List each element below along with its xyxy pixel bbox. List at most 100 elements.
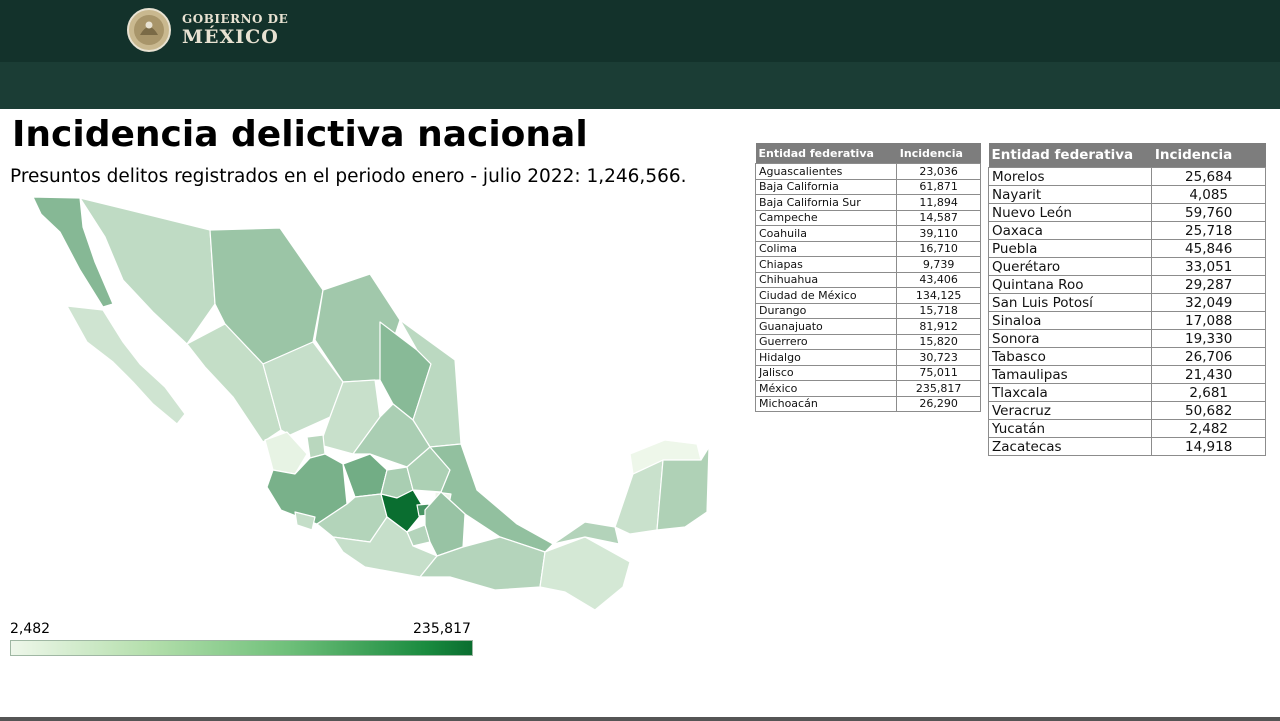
entity-cell: Tabasco bbox=[987, 347, 1153, 366]
entity-cell: Aguascalientes bbox=[754, 163, 898, 180]
entity-cell: Guerrero bbox=[754, 333, 898, 350]
incidence-cell: 29,287 bbox=[1151, 275, 1266, 294]
entity-cell: Morelos bbox=[987, 167, 1153, 186]
table-row: Zacatecas 14,918 bbox=[987, 437, 1266, 456]
state-guanajuato bbox=[342, 453, 388, 498]
column-header-incidence: Incidencia bbox=[896, 143, 981, 164]
state-baja-california-sur bbox=[66, 305, 186, 425]
table-row: Morelos 25,684 bbox=[987, 167, 1266, 186]
secondary-banner bbox=[0, 62, 1280, 109]
logo-line-2: MÉXICO bbox=[182, 26, 279, 48]
table-row: Michoacán 26,290 bbox=[754, 395, 981, 412]
table-row: Baja California 61,871 bbox=[754, 178, 981, 195]
entity-cell: Campeche bbox=[754, 209, 898, 226]
entity-cell: Chiapas bbox=[754, 256, 898, 273]
incidence-cell: 15,820 bbox=[896, 333, 981, 350]
table-row: Guerrero 15,820 bbox=[754, 333, 981, 350]
incidence-cell: 21,430 bbox=[1151, 365, 1266, 384]
incidence-cell: 26,290 bbox=[896, 395, 981, 412]
entity-cell: Tamaulipas bbox=[987, 365, 1153, 384]
state-guerrero bbox=[332, 516, 438, 578]
entity-cell: Querétaro bbox=[987, 257, 1153, 276]
incidence-cell: 26,706 bbox=[1151, 347, 1266, 366]
incidence-cell: 59,760 bbox=[1151, 203, 1266, 222]
incidence-cell: 43,406 bbox=[896, 271, 981, 288]
table-row: Nayarit 4,085 bbox=[987, 185, 1266, 204]
page-title: Incidencia delictiva nacional bbox=[12, 114, 588, 155]
incidence-cell: 61,871 bbox=[896, 178, 981, 195]
entity-cell: México bbox=[754, 380, 898, 397]
table-row: Ciudad de México 134,125 bbox=[754, 287, 981, 304]
entity-cell: Michoacán bbox=[754, 395, 898, 412]
incidence-cell: 45,846 bbox=[1151, 239, 1266, 258]
entity-cell: Puebla bbox=[987, 239, 1153, 258]
entity-cell: Ciudad de México bbox=[754, 287, 898, 304]
state-tabasco bbox=[552, 521, 620, 545]
incidence-cell: 15,718 bbox=[896, 302, 981, 319]
state-chiapas bbox=[539, 536, 631, 611]
table-row: Chihuahua 43,406 bbox=[754, 271, 981, 288]
logo-line-1: GOBIERNO DE bbox=[182, 12, 289, 26]
mexico-choropleth-map bbox=[32, 196, 710, 611]
entity-cell: Chihuahua bbox=[754, 271, 898, 288]
entity-cell: Coahuila bbox=[754, 225, 898, 242]
incidence-cell: 9,739 bbox=[896, 256, 981, 273]
national-seal-icon bbox=[127, 8, 171, 52]
top-banner bbox=[0, 0, 1280, 62]
incidence-cell: 50,682 bbox=[1151, 401, 1266, 420]
entity-cell: Sinaloa bbox=[987, 311, 1153, 330]
entity-cell: Baja California bbox=[754, 178, 898, 195]
incidence-cell: 25,718 bbox=[1151, 221, 1266, 240]
entity-cell: San Luis Potosí bbox=[987, 293, 1153, 312]
entity-cell: Hidalgo bbox=[754, 349, 898, 366]
entity-cell: Tlaxcala bbox=[987, 383, 1153, 402]
table-row: Nuevo León 59,760 bbox=[987, 203, 1266, 222]
incidence-cell: 25,684 bbox=[1151, 167, 1266, 186]
table-row: Campeche 14,587 bbox=[754, 209, 981, 226]
incidence-cell: 81,912 bbox=[896, 318, 981, 335]
state-quintana-roo bbox=[656, 446, 710, 531]
legend-color-scale bbox=[10, 640, 473, 656]
table-row: Hidalgo 30,723 bbox=[754, 349, 981, 366]
table-row: Veracruz 50,682 bbox=[987, 401, 1266, 420]
table-row: Puebla 45,846 bbox=[987, 239, 1266, 258]
state-baja-california bbox=[32, 196, 114, 308]
entity-cell: Quintana Roo bbox=[987, 275, 1153, 294]
state-jalisco bbox=[266, 453, 348, 525]
table-row: Sinaloa 17,088 bbox=[987, 311, 1266, 330]
entity-cell: Sonora bbox=[987, 329, 1153, 348]
entity-cell: Colima bbox=[754, 240, 898, 257]
incidence-cell: 23,036 bbox=[896, 163, 981, 180]
legend-max-label: 235,817 bbox=[413, 621, 471, 637]
table-row: Chiapas 9,739 bbox=[754, 256, 981, 273]
table-row: Baja California Sur 11,894 bbox=[754, 194, 981, 211]
incidence-table-right: Entidad federativa Incidencia Morelos 25,… bbox=[987, 143, 1266, 456]
column-header-incidence: Incidencia bbox=[1151, 143, 1266, 168]
gobierno-de-mexico-logo[interactable]: GOBIERNO DE MÉXICO bbox=[126, 7, 288, 53]
incidence-cell: 33,051 bbox=[1151, 257, 1266, 276]
incidence-cell: 14,587 bbox=[896, 209, 981, 226]
incidence-cell: 17,088 bbox=[1151, 311, 1266, 330]
table-row: Yucatán 2,482 bbox=[987, 419, 1266, 438]
column-header-entity: Entidad federativa bbox=[755, 143, 897, 164]
entity-cell: Nuevo León bbox=[987, 203, 1153, 222]
entity-cell: Guanajuato bbox=[754, 318, 898, 335]
state-nayarit bbox=[264, 431, 308, 475]
table-row: Oaxaca 25,718 bbox=[987, 221, 1266, 240]
table-row: Sonora 19,330 bbox=[987, 329, 1266, 348]
incidence-table-left: Entidad federativa Incidencia Aguascalie… bbox=[754, 143, 981, 412]
incidence-cell: 19,330 bbox=[1151, 329, 1266, 348]
incidence-cell: 2,482 bbox=[1151, 419, 1266, 438]
incidence-cell: 75,011 bbox=[896, 364, 981, 381]
incidence-cell: 11,894 bbox=[896, 194, 981, 211]
entity-cell: Durango bbox=[754, 302, 898, 319]
entity-cell: Jalisco bbox=[754, 364, 898, 381]
table-row: Coahuila 39,110 bbox=[754, 225, 981, 242]
table-row: Quintana Roo 29,287 bbox=[987, 275, 1266, 294]
entity-cell: Veracruz bbox=[987, 401, 1153, 420]
table-row: Querétaro 33,051 bbox=[987, 257, 1266, 276]
table-row: Guanajuato 81,912 bbox=[754, 318, 981, 335]
state-sinaloa bbox=[186, 323, 282, 443]
incidence-cell: 16,710 bbox=[896, 240, 981, 257]
table-row: Tamaulipas 21,430 bbox=[987, 365, 1266, 384]
